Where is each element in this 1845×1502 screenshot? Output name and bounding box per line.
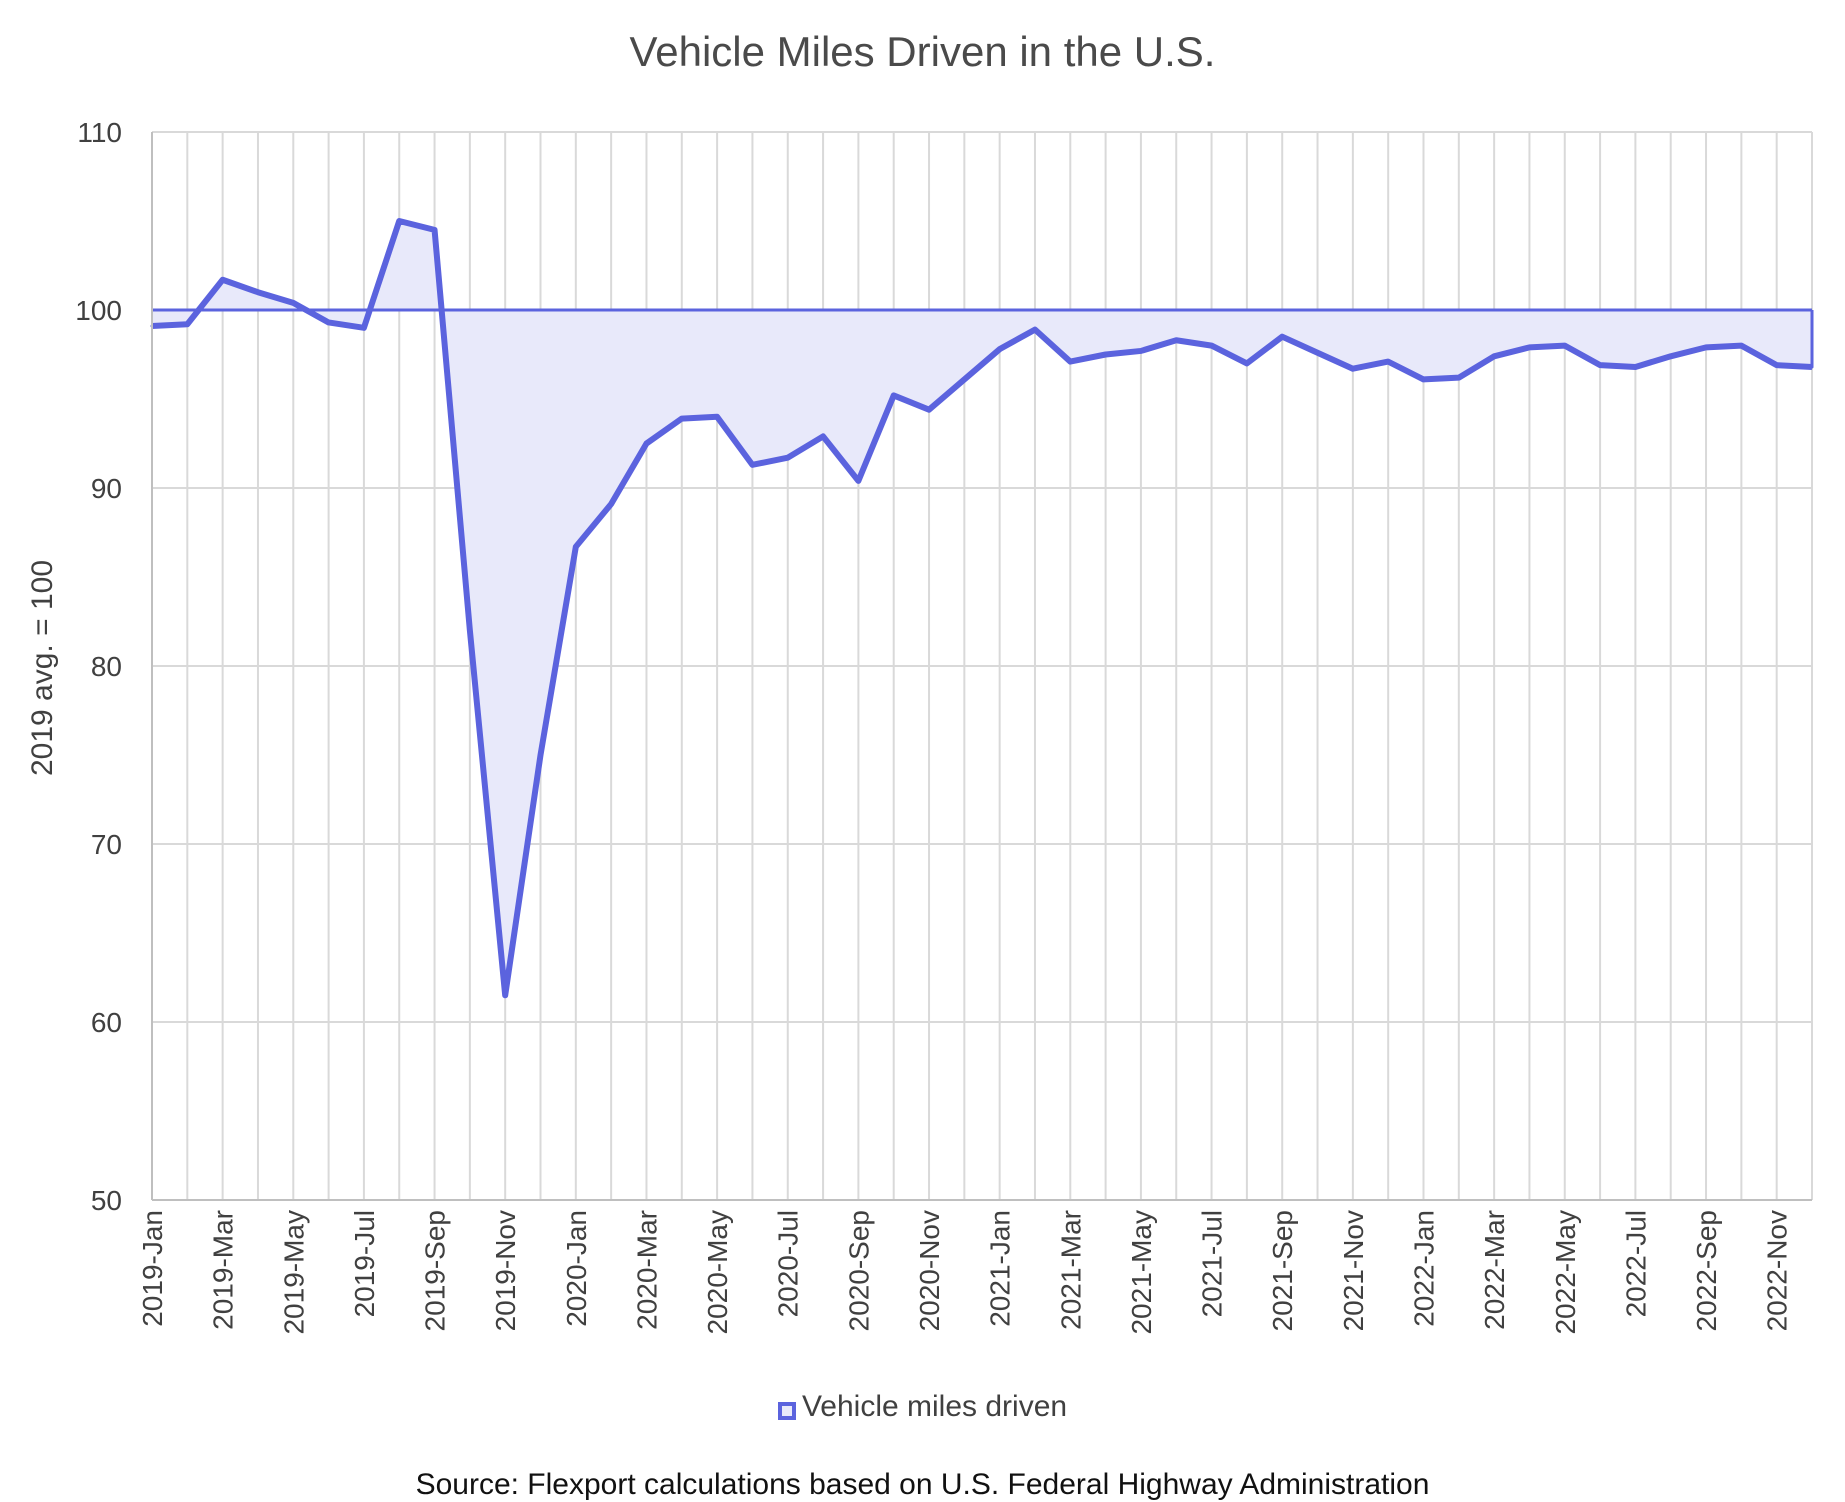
data-point — [927, 408, 931, 412]
y-tick-label: 100 — [75, 295, 122, 326]
data-point — [1386, 360, 1390, 364]
data-point — [1739, 344, 1743, 348]
x-tick-label: 2020-Jul — [773, 1210, 804, 1317]
data-point — [1210, 344, 1214, 348]
data-point — [221, 278, 225, 282]
legend-label: Vehicle miles driven — [801, 1390, 1068, 1423]
data-point — [1633, 365, 1637, 369]
data-point — [1068, 360, 1072, 364]
data-point — [1139, 349, 1143, 353]
x-tick-label: 2021-Jul — [1197, 1210, 1228, 1317]
data-point — [786, 456, 790, 460]
x-tick-label: 2021-Sep — [1267, 1210, 1298, 1331]
series-line-vehicle-miles — [151, 218, 1813, 999]
x-tick-label: 2020-Jan — [561, 1210, 592, 1327]
y-tick-labels: 50 60 70 80 90 100 110 — [75, 117, 122, 1216]
data-point — [609, 502, 613, 506]
x-tick-label: 2019-Mar — [208, 1210, 239, 1330]
data-point — [1245, 361, 1249, 365]
data-point — [1492, 354, 1496, 358]
data-point — [1033, 328, 1037, 332]
data-point — [468, 628, 472, 632]
data-point — [644, 442, 648, 445]
x-tick-label: 2022-Jan — [1408, 1210, 1439, 1327]
x-tick-label: 2021-Nov — [1338, 1210, 1369, 1331]
data-point — [256, 290, 260, 294]
data-point — [856, 479, 860, 483]
data-point — [1598, 363, 1602, 367]
data-point — [1421, 377, 1425, 381]
data-point — [998, 347, 1002, 351]
data-point — [291, 301, 295, 305]
legend-swatch — [777, 1402, 796, 1420]
data-point — [1563, 344, 1567, 348]
area-fill-path — [152, 221, 1812, 996]
x-tick-label: 2020-Sep — [843, 1210, 874, 1331]
data-point — [574, 545, 578, 549]
x-tick-label: 2022-Jul — [1620, 1210, 1651, 1317]
x-tick-label: 2021-Mar — [1055, 1210, 1086, 1330]
x-tick-label: 2020-Mar — [631, 1210, 662, 1330]
data-point — [1316, 351, 1320, 355]
data-point — [1704, 345, 1708, 349]
data-point — [1457, 376, 1461, 380]
data-point — [1669, 354, 1673, 358]
data-point — [1527, 345, 1531, 349]
x-tick-label: 2019-May — [278, 1210, 309, 1335]
y-tick-label: 90 — [91, 473, 122, 504]
x-tick-label: 2022-Mar — [1479, 1210, 1510, 1330]
data-point — [962, 377, 966, 381]
data-point — [539, 753, 543, 757]
series-line-layer — [150, 218, 1814, 999]
axes — [151, 132, 1812, 1201]
data-point — [1174, 338, 1178, 342]
y-tick-label: 110 — [77, 117, 122, 148]
x-tick-label: 2022-Nov — [1762, 1210, 1793, 1331]
data-point — [503, 993, 507, 997]
data-point — [1351, 367, 1355, 371]
x-tick-label: 2019-Nov — [490, 1210, 521, 1331]
data-point — [715, 415, 719, 419]
y-axis-label: 2019 avg. = 100 — [26, 560, 59, 776]
x-tick-label: 2019-Jul — [349, 1210, 380, 1317]
x-tick-label: 2020-Nov — [914, 1210, 945, 1331]
x-tick-label: 2021-May — [1126, 1210, 1157, 1335]
x-tick-label: 2022-Sep — [1691, 1210, 1722, 1331]
chart-title: Vehicle Miles Driven in the U.S. — [629, 28, 1216, 75]
legend: Vehicle miles driven — [0, 1390, 1845, 1424]
x-tick-label: 2022-May — [1550, 1210, 1581, 1335]
area-fill — [152, 221, 1812, 996]
data-point — [362, 326, 366, 330]
x-tick-label: 2020-May — [702, 1210, 733, 1335]
y-tick-label: 70 — [91, 829, 122, 860]
data-point — [327, 320, 331, 324]
data-point — [397, 219, 401, 223]
data-point — [433, 228, 437, 232]
y-tick-label: 80 — [91, 651, 122, 682]
data-point — [892, 393, 896, 397]
source-note: Source: Flexport calculations based on U… — [415, 1468, 1430, 1501]
y-tick-label: 50 — [91, 1185, 122, 1216]
x-tick-label: 2021-Jan — [985, 1210, 1016, 1327]
y-tick-label: 60 — [91, 1007, 122, 1038]
data-point — [750, 463, 754, 467]
x-tick-label: 2019-Jan — [137, 1210, 168, 1327]
data-point — [680, 417, 684, 421]
data-point — [185, 322, 189, 326]
data-point — [1104, 353, 1108, 356]
x-tick-label: 2019-Sep — [420, 1210, 451, 1331]
data-point — [1775, 363, 1779, 367]
data-point — [821, 434, 825, 438]
data-point — [1280, 335, 1284, 339]
x-tick-labels: 2019-Jan 2019-Mar 2019-May 2019-Jul 2019-Sep… — [137, 1210, 1793, 1335]
